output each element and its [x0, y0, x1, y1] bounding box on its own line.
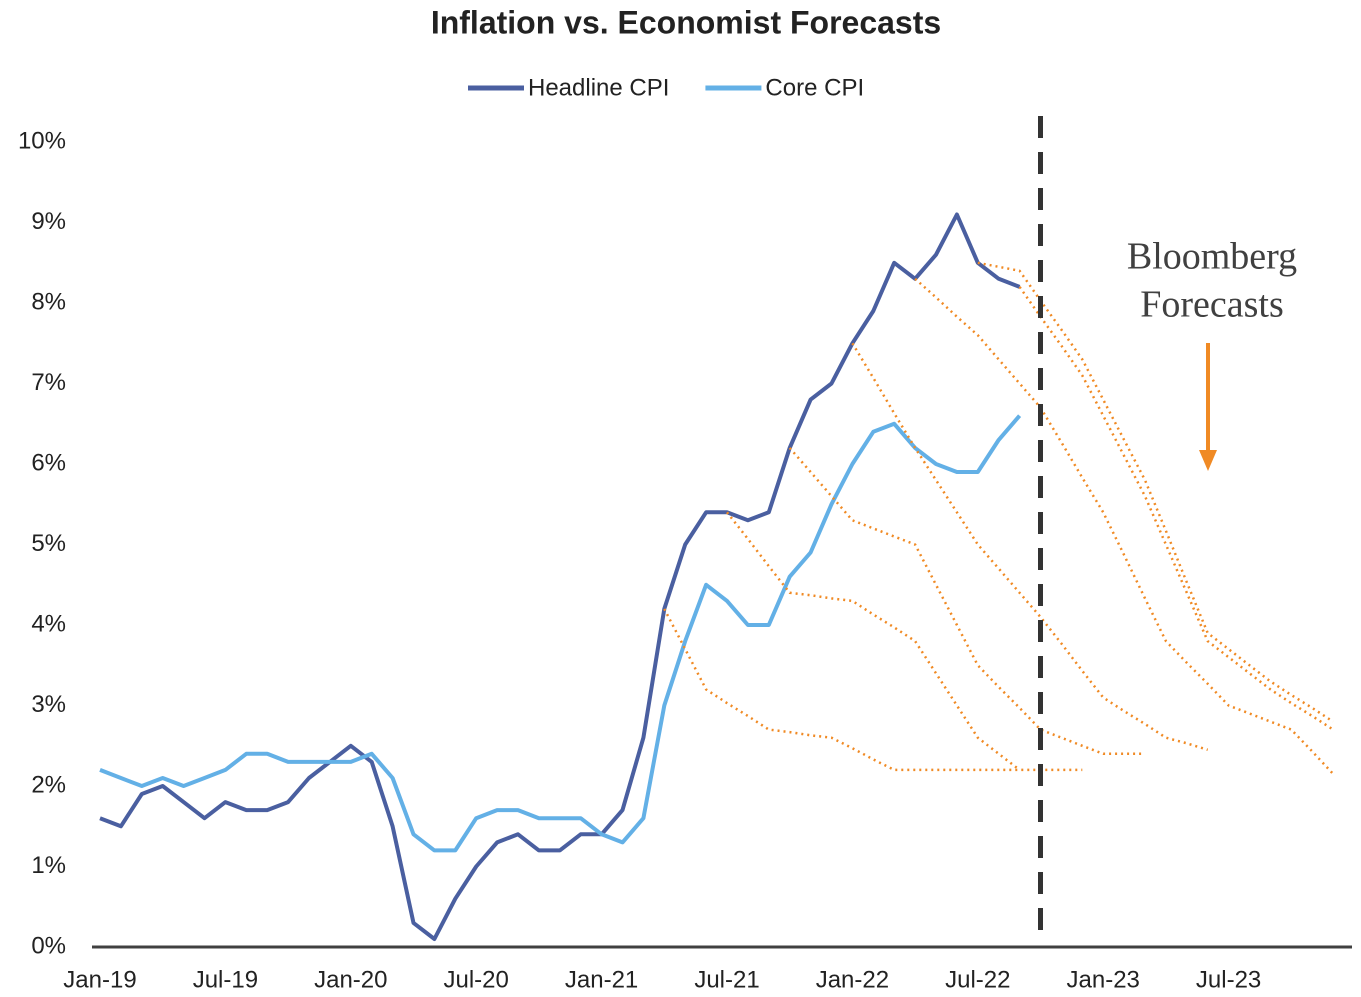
x-tick-label: Jan-22 [816, 966, 889, 993]
y-tick-label: 6% [31, 449, 66, 476]
y-tick-label: 3% [31, 691, 66, 718]
y-tick-label: 4% [31, 610, 66, 637]
x-tick-label: Jan-23 [1067, 966, 1140, 993]
legend-label: Core CPI [765, 74, 864, 101]
annotation-arrowhead [1199, 450, 1217, 471]
annotation: Forecasts [1140, 284, 1284, 326]
forecast-line [914, 277, 1335, 775]
forecast-line [788, 447, 1145, 756]
y-tick-label: 2% [31, 771, 66, 798]
x-tick-label: Jan-20 [314, 966, 387, 993]
x-tick-label: Jul-21 [694, 966, 759, 993]
y-tick-label: 8% [31, 288, 66, 315]
y-tick-label: 10% [18, 127, 66, 154]
chart-title: Inflation vs. Economist Forecasts [431, 4, 941, 40]
x-tick-label: Jul-19 [193, 966, 258, 993]
x-tick-label: Jul-23 [1196, 966, 1261, 993]
series-line [99, 212, 1021, 941]
series-line [99, 414, 1022, 853]
annotation: Bloomberg [1127, 236, 1297, 278]
forecast-line [851, 342, 1209, 751]
legend-label: Headline CPI [528, 74, 669, 101]
y-tick-label: 7% [31, 369, 66, 396]
forecast-line [663, 608, 1083, 772]
y-tick-label: 9% [31, 208, 66, 235]
forecast-line [1018, 286, 1334, 731]
y-tick-label: 1% [31, 852, 66, 879]
forecast-line [726, 511, 1021, 771]
x-tick-label: Jan-19 [63, 966, 136, 993]
x-tick-label: Jul-22 [945, 966, 1010, 993]
x-tick-label: Jul-20 [444, 966, 509, 993]
forecast-line [977, 261, 1334, 723]
y-tick-label: 5% [31, 530, 66, 557]
x-tick-label: Jan-21 [565, 966, 638, 993]
y-tick-label: 0% [31, 932, 66, 959]
